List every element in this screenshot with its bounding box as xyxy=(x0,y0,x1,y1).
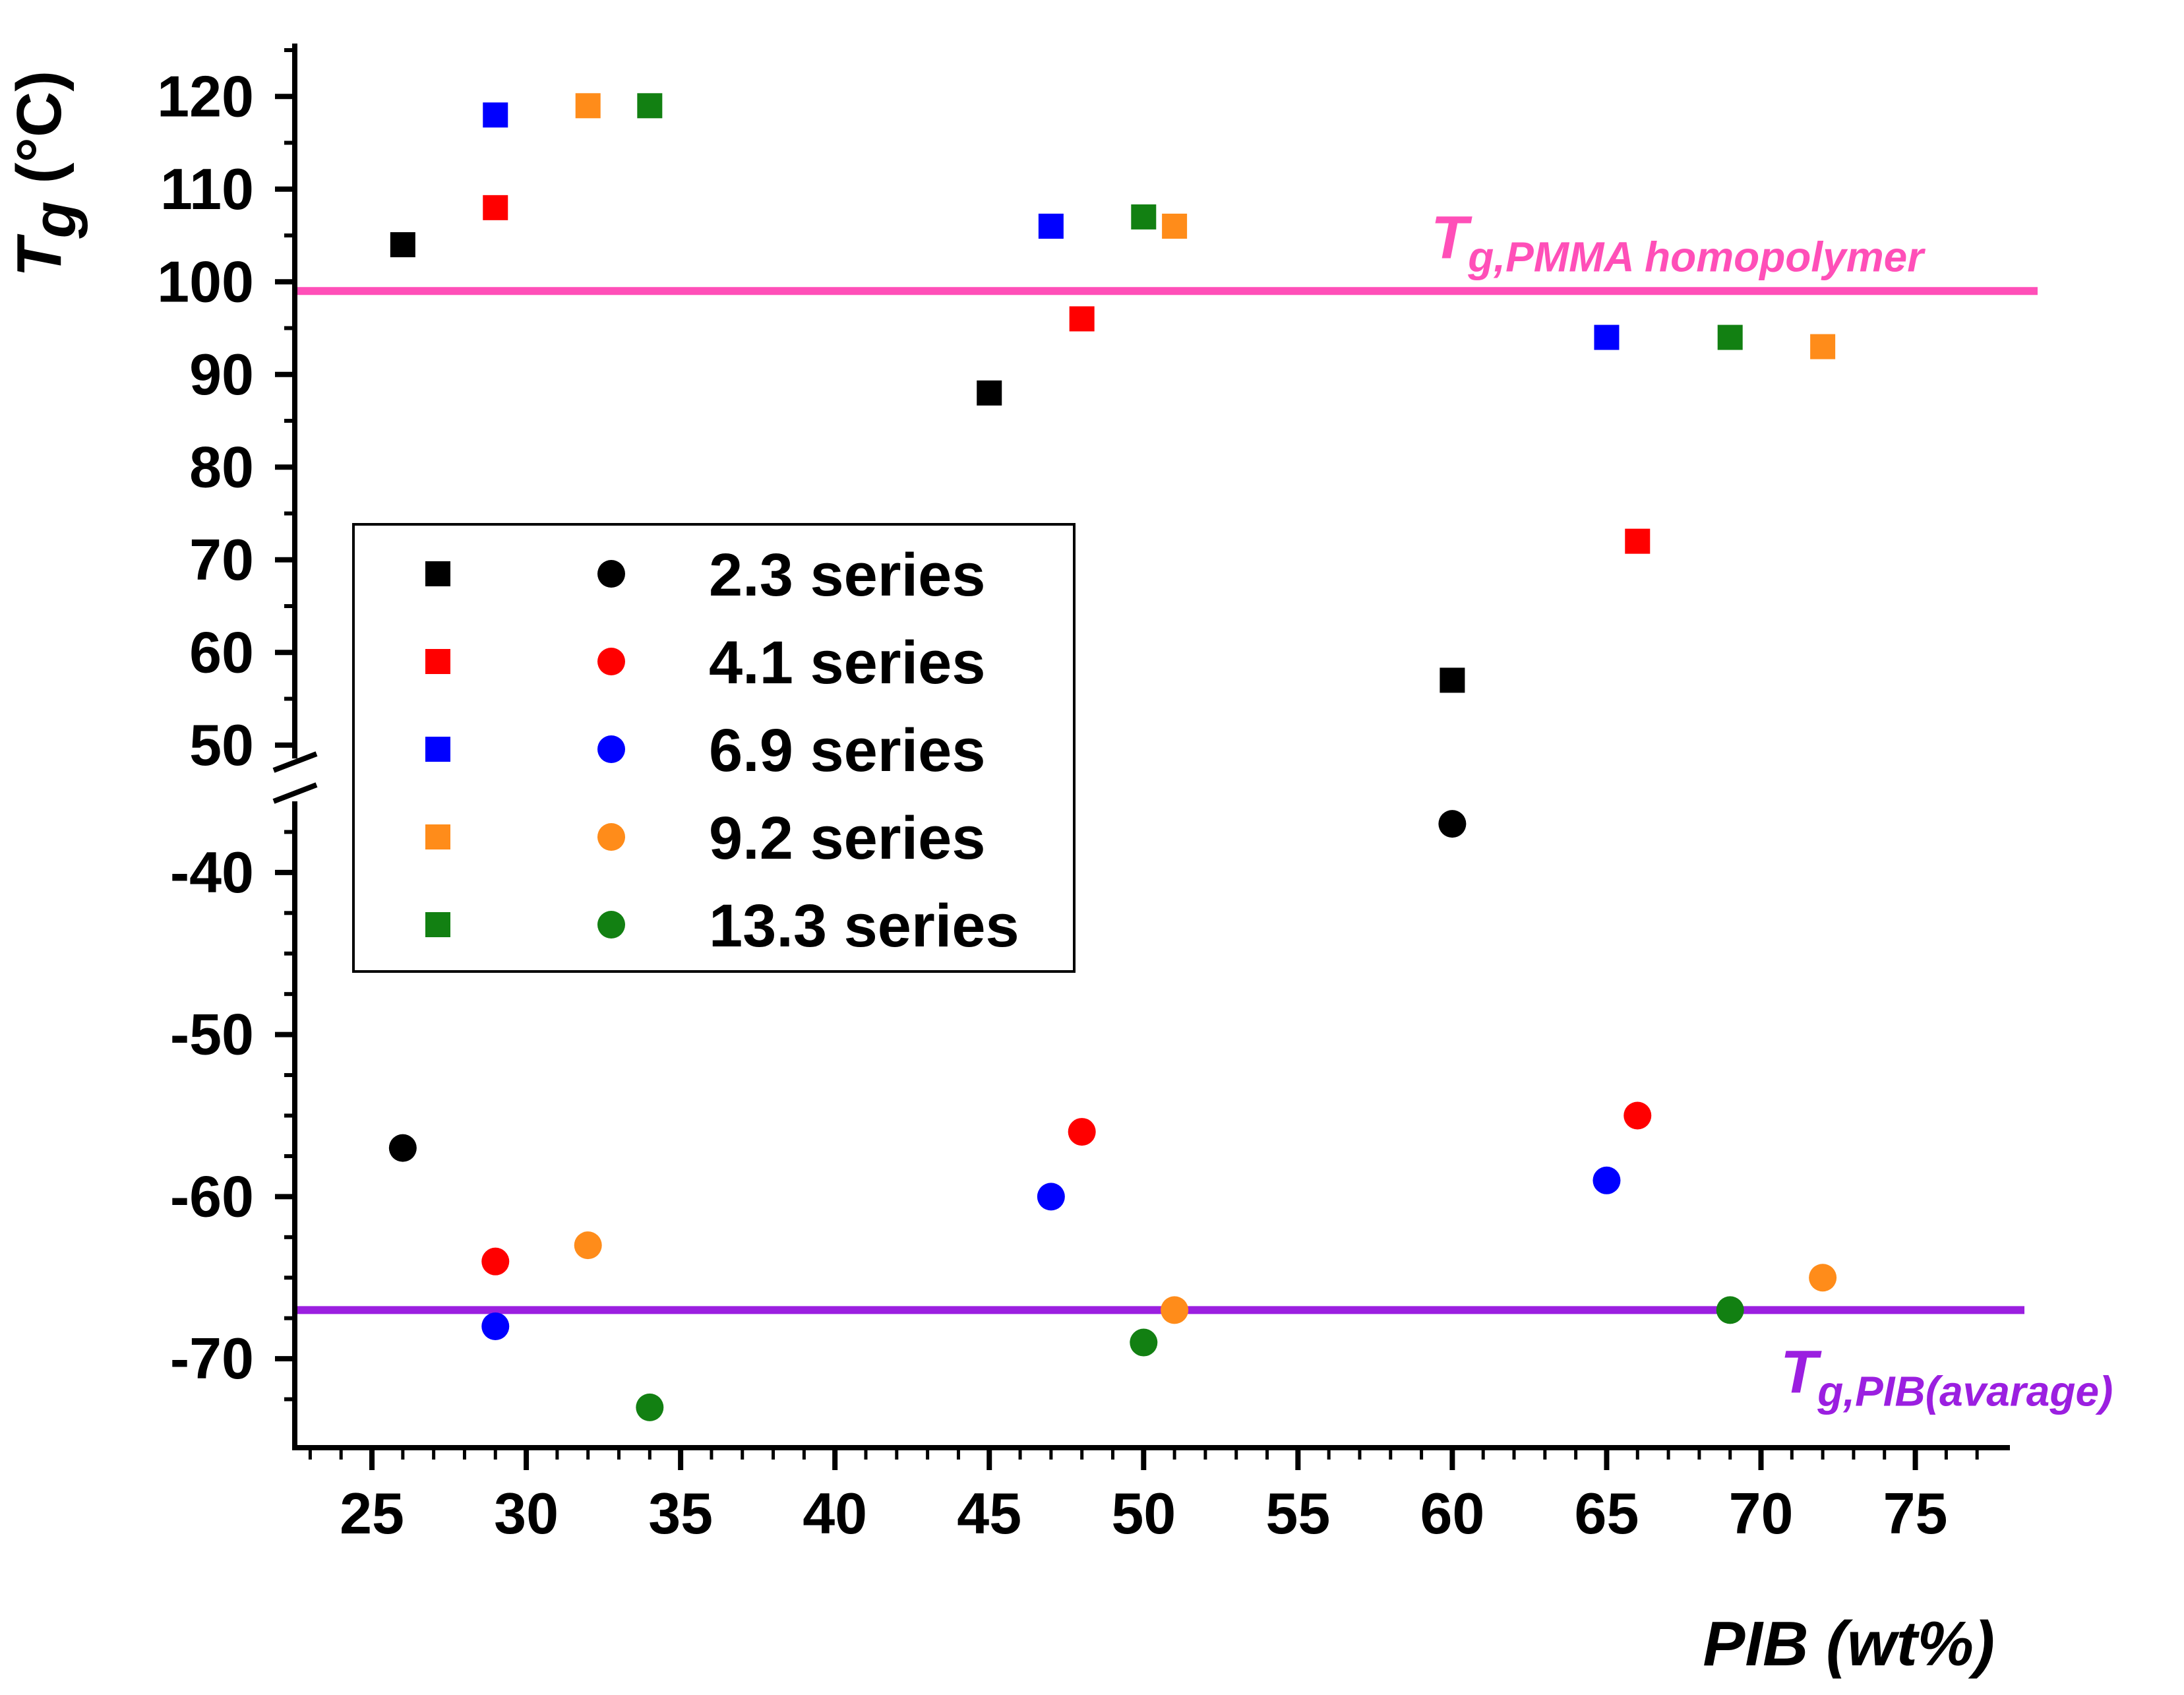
x-tick-label: 50 xyxy=(1111,1481,1176,1546)
data-point-square-series-0 xyxy=(977,380,1002,406)
data-point-circle-series-1 xyxy=(481,1247,510,1276)
x-axis-title: PIB (wt%) xyxy=(1703,1609,1995,1679)
reference-label-sub: g,PIB(avarage) xyxy=(1817,1367,2113,1415)
x-tick-label: 70 xyxy=(1729,1481,1794,1546)
x-tick-label: 75 xyxy=(1883,1481,1948,1546)
data-point-square-series-1 xyxy=(1069,306,1095,332)
y-axis-title-main: T xyxy=(4,233,75,277)
data-point-square-series-1 xyxy=(1625,528,1651,554)
legend-label: 13.3 series xyxy=(709,892,1019,960)
x-tick-label: 40 xyxy=(803,1481,867,1546)
legend-marker-circle xyxy=(597,911,625,939)
data-point-circle-series-4 xyxy=(636,1393,664,1421)
data-point-circle-series-0 xyxy=(388,1134,417,1162)
data-point-square-series-2 xyxy=(1594,324,1620,350)
reference-label-pmma: Tg,PMMA homopolymer xyxy=(1431,204,1926,280)
legend-marker-square xyxy=(425,561,450,586)
y-tick-label: 50 xyxy=(189,712,254,778)
data-point-square-series-3 xyxy=(1162,213,1188,239)
y-tick-label: 60 xyxy=(189,619,254,685)
y-tick-label: -60 xyxy=(170,1163,254,1229)
legend-marker-square xyxy=(425,824,450,849)
legend-label: 4.1 series xyxy=(709,629,985,696)
axis-break-mark xyxy=(272,782,318,804)
y-tick-label: -70 xyxy=(170,1326,254,1391)
y-tick-label: 80 xyxy=(189,434,254,499)
y-tick-label: 70 xyxy=(189,527,254,592)
x-tick-label: 35 xyxy=(648,1481,713,1546)
x-tick-label: 45 xyxy=(957,1481,1021,1546)
legend-marker-circle xyxy=(597,735,625,763)
y-axis-title-sub: g xyxy=(21,201,88,239)
legend-label: 2.3 series xyxy=(709,541,985,609)
x-tick-label: 55 xyxy=(1265,1481,1330,1546)
legend-marker-circle xyxy=(597,560,625,588)
y-tick-label: 110 xyxy=(160,156,254,222)
legend-label: 6.9 series xyxy=(709,717,985,784)
reference-label-pib: Tg,PIB(avarage) xyxy=(1780,1338,2113,1415)
x-tick-label: 30 xyxy=(494,1481,559,1546)
y-axis-title: Tg (°C) xyxy=(4,71,88,277)
legend-marker-square xyxy=(425,912,450,937)
data-point-circle-series-3 xyxy=(574,1231,602,1260)
data-point-square-series-0 xyxy=(390,232,415,258)
reference-label-main: T xyxy=(1431,204,1472,271)
data-point-circle-series-0 xyxy=(1438,810,1467,838)
x-tick-label: 25 xyxy=(340,1481,404,1546)
legend-marker-circle xyxy=(597,648,625,675)
data-point-square-series-1 xyxy=(483,195,508,220)
data-point-square-series-2 xyxy=(1038,213,1064,239)
data-point-square-series-4 xyxy=(637,93,663,119)
data-point-circle-series-4 xyxy=(1130,1328,1158,1357)
data-point-square-series-4 xyxy=(1717,324,1743,350)
x-tick-label: 65 xyxy=(1575,1481,1639,1546)
x-tick-label: 60 xyxy=(1420,1481,1484,1546)
legend-box xyxy=(352,523,1076,973)
y-tick-label: 120 xyxy=(157,63,254,129)
y-tick-label: -50 xyxy=(170,1002,254,1067)
y-tick-label: 90 xyxy=(189,342,254,407)
axis-break-mark xyxy=(272,751,318,773)
data-point-circle-series-1 xyxy=(1068,1118,1096,1146)
data-point-square-series-2 xyxy=(483,102,508,128)
reference-label-sub: g,PMMA homopolymer xyxy=(1467,233,1926,280)
data-point-circle-series-2 xyxy=(1037,1183,1065,1211)
data-point-circle-series-4 xyxy=(1716,1296,1744,1324)
y-tick-label: -40 xyxy=(170,840,254,905)
legend-label: 9.2 series xyxy=(709,805,985,872)
data-point-circle-series-2 xyxy=(481,1312,510,1340)
data-point-circle-series-2 xyxy=(1592,1166,1621,1194)
legend-marker-circle xyxy=(597,823,625,851)
y-tick-label: 100 xyxy=(157,249,254,314)
data-point-square-series-3 xyxy=(575,93,601,119)
legend-marker-square xyxy=(425,737,450,762)
data-point-square-series-3 xyxy=(1810,334,1836,359)
data-point-square-series-4 xyxy=(1131,204,1157,230)
y-axis-title-unit: (°C) xyxy=(4,71,75,201)
reference-label-main: T xyxy=(1780,1338,1822,1405)
legend-marker-square xyxy=(425,649,450,674)
data-point-square-series-0 xyxy=(1440,667,1465,693)
data-point-circle-series-3 xyxy=(1809,1264,1837,1292)
data-point-circle-series-1 xyxy=(1623,1101,1652,1130)
data-point-circle-series-3 xyxy=(1161,1296,1189,1324)
